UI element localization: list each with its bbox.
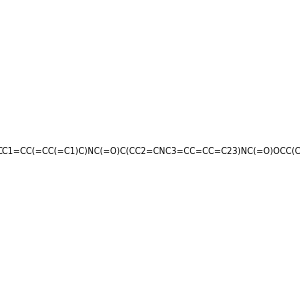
Text: CC1=CC(=CC(=C1)C)NC(=O)C(CC2=CNC3=CC=CC=C23)NC(=O)OCC(C)C: CC1=CC(=CC(=C1)C)NC(=O)C(CC2=CNC3=CC=CC=… bbox=[0, 147, 300, 156]
